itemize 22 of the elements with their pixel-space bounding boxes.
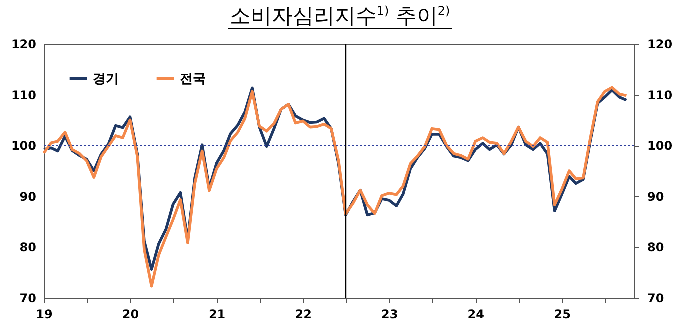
y-tick-label: 120 (11, 38, 36, 52)
y-tick-label: 80 (20, 240, 36, 255)
y2-tick-label: 100 (648, 139, 673, 154)
x-tick-label: 23 (381, 308, 398, 322)
y2-tick-label: 120 (648, 38, 673, 52)
y-tick-label: 100 (11, 139, 36, 154)
x-tick-label: 24 (468, 308, 484, 322)
y-tick-label: 110 (11, 88, 36, 102)
y2-tick-label: 70 (648, 292, 664, 306)
x-tick-label: 22 (295, 308, 312, 322)
x-tick-label: 19 (36, 308, 53, 322)
x-tick-label: 21 (208, 308, 226, 322)
legend-label: 전국 (180, 72, 206, 87)
y2-tick-label: 90 (648, 190, 664, 204)
legend-label: 경기 (93, 72, 119, 87)
chart-title: 소비자심리지수$^{1)}$ 추이$^{2)}$ (228, 4, 452, 29)
y-tick-label: 90 (20, 190, 36, 204)
x-tick-label: 25 (554, 308, 571, 322)
y2-tick-label: 80 (648, 240, 664, 255)
x-tick-label: 20 (122, 308, 140, 322)
y2-tick-label: 110 (648, 88, 673, 102)
y-tick-label: 70 (20, 292, 36, 306)
